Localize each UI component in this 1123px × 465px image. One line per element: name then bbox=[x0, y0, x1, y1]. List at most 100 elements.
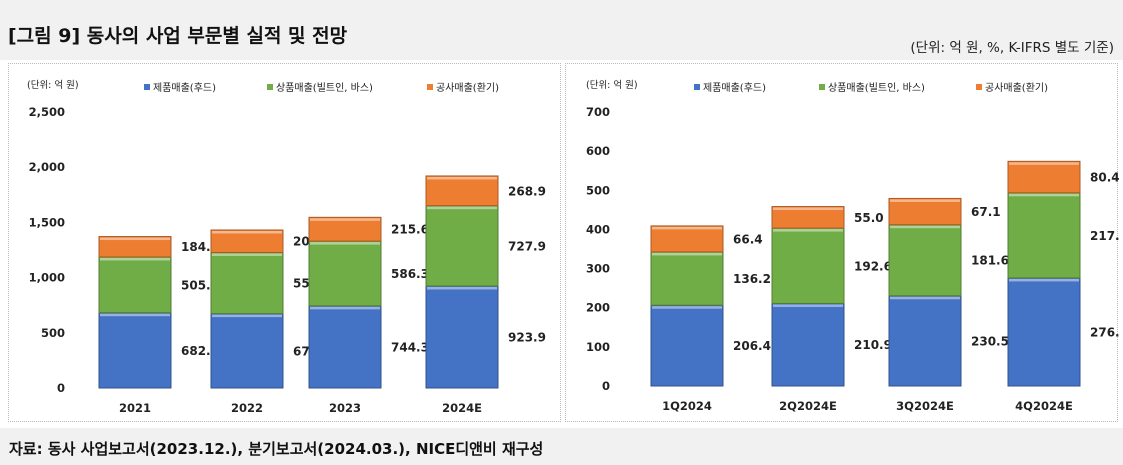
bar-product-3Q2024E bbox=[888, 295, 962, 387]
bar-highlight-product-1Q2024 bbox=[652, 306, 722, 309]
unit-label: (단위: 억 원) bbox=[586, 79, 638, 91]
data-label-construction-2023: 215.6 bbox=[391, 223, 429, 237]
x-category-label: 2022 bbox=[231, 401, 263, 415]
bar-highlight-construction-2022 bbox=[212, 230, 282, 234]
bar-construction-4Q2024E bbox=[1007, 160, 1081, 194]
x-category-label: 4Q2024E bbox=[1015, 399, 1073, 413]
data-label-goods-2021: 505.1 bbox=[181, 278, 219, 292]
bar-highlight-goods-1Q2024 bbox=[652, 252, 722, 256]
legend-entry-construction: 공사매출(환기) bbox=[436, 82, 499, 94]
bar-goods-2024E bbox=[425, 205, 499, 287]
legend-swatch-goods bbox=[267, 84, 273, 90]
legend-entry-product: 제품매출(후드) bbox=[703, 82, 766, 94]
x-category-label: 2023 bbox=[329, 401, 361, 415]
data-label-construction-3Q2024E: 67.1 bbox=[971, 205, 1001, 219]
bar-goods-2023 bbox=[308, 240, 382, 307]
legend-entry-construction: 공사매출(환기) bbox=[985, 82, 1048, 94]
bar-construction-2024E bbox=[425, 175, 499, 207]
bar-goods-2021 bbox=[98, 256, 172, 314]
y-tick-label: 100 bbox=[586, 340, 610, 354]
bar-construction-3Q2024E bbox=[888, 197, 962, 226]
bar-highlight-construction-2023 bbox=[310, 218, 380, 221]
y-tick-label: 200 bbox=[586, 301, 610, 315]
y-tick-label: 500 bbox=[586, 183, 610, 197]
data-label-goods-1Q2024: 136.2 bbox=[733, 272, 771, 286]
bar-highlight-goods-3Q2024E bbox=[890, 225, 960, 229]
y-tick-label: 500 bbox=[41, 326, 65, 340]
data-label-goods-2Q2024E: 192.6 bbox=[854, 259, 892, 273]
y-tick-label: 700 bbox=[586, 105, 610, 119]
bar-highlight-construction-1Q2024 bbox=[652, 226, 722, 230]
bar-highlight-goods-4Q2024E bbox=[1009, 193, 1079, 197]
data-label-product-2021: 682.0 bbox=[181, 344, 219, 358]
bar-highlight-goods-2024E bbox=[427, 206, 497, 210]
bar-construction-1Q2024 bbox=[650, 225, 724, 253]
source-footer: 자료: 동사 사업보고서(2023.12.), 분기보고서(2024.03.),… bbox=[0, 428, 1123, 465]
bar-highlight-construction-2024E bbox=[427, 176, 497, 180]
unit-note: (단위: 억 원, %, K-IFRS 별도 기준) bbox=[910, 40, 1114, 56]
bar-product-4Q2024E bbox=[1007, 277, 1081, 387]
legend-swatch-goods bbox=[819, 84, 825, 90]
legend-swatch-construction bbox=[427, 84, 433, 90]
bar-highlight-goods-2023 bbox=[310, 242, 380, 245]
y-tick-label: 600 bbox=[586, 144, 610, 158]
data-label-construction-2021: 184.8 bbox=[181, 240, 219, 254]
x-category-label: 2024E bbox=[442, 401, 482, 415]
chart-panel-quarterly: (단위: 억 원) 제품매출(후드) 상품매출(빌트인, 바스) 공사매출(환기) 0 1… bbox=[565, 63, 1119, 422]
bar-highlight-construction-4Q2024E bbox=[1009, 162, 1079, 165]
bar-highlight-construction-3Q2024E bbox=[890, 199, 960, 202]
data-label-goods-2024E: 727.9 bbox=[508, 239, 546, 253]
legend-entry-goods: 상품매출(빌트인, 바스) bbox=[276, 82, 373, 94]
y-tick-label: 2,500 bbox=[29, 105, 65, 119]
bar-construction-2023 bbox=[308, 216, 382, 242]
data-label-goods-2023: 586.3 bbox=[391, 267, 429, 281]
bar-product-2024E bbox=[425, 285, 499, 389]
bar-highlight-product-2023 bbox=[310, 306, 380, 310]
bar-highlight-product-2Q2024E bbox=[773, 304, 843, 307]
figure-header: [그림 9] 동사의 사업 부문별 실적 및 전망 (단위: 억 원, %, K… bbox=[0, 0, 1123, 60]
y-tick-label: 0 bbox=[57, 381, 65, 395]
y-tick-label: 0 bbox=[602, 379, 610, 393]
quarterly-sales-chart: (단위: 억 원) 제품매출(후드) 상품매출(빌트인, 바스) 공사매출(환기) 0 1… bbox=[586, 79, 1119, 413]
unit-label: (단위: 억 원) bbox=[27, 79, 79, 91]
legend-entry-product: 제품매출(후드) bbox=[153, 82, 216, 94]
data-label-goods-4Q2024E: 217.5 bbox=[1090, 229, 1119, 243]
x-category-label: 2Q2024E bbox=[779, 399, 837, 413]
bar-highlight-construction-2021 bbox=[100, 237, 170, 241]
legend-entry-goods: 상품매출(빌트인, 바스) bbox=[828, 82, 925, 94]
y-tick-label: 2,000 bbox=[29, 160, 65, 174]
bar-product-2021 bbox=[98, 312, 172, 389]
bar-construction-2Q2024E bbox=[771, 206, 845, 229]
bar-product-1Q2024 bbox=[650, 304, 724, 387]
y-tick-label: 300 bbox=[586, 262, 610, 276]
bar-goods-4Q2024E bbox=[1007, 192, 1081, 279]
data-label-product-4Q2024E: 276.1 bbox=[1090, 325, 1119, 339]
data-label-product-2024E: 923.9 bbox=[508, 331, 546, 345]
y-tick-label: 400 bbox=[586, 222, 610, 236]
bar-construction-2022 bbox=[210, 229, 284, 253]
bar-highlight-product-4Q2024E bbox=[1009, 278, 1079, 282]
figure-title: [그림 9] 동사의 사업 부문별 실적 및 전망 bbox=[8, 25, 348, 47]
chart-panel-annual: (단위: 억 원) 제품매출(후드) 상품매출(빌트인, 바스) 공사매출(환기) 0 5… bbox=[8, 63, 561, 422]
data-label-construction-2024E: 268.9 bbox=[508, 184, 546, 198]
data-label-product-2Q2024E: 210.9 bbox=[854, 338, 892, 352]
source-text: 자료: 동사 사업보고서(2023.12.), 분기보고서(2024.03.),… bbox=[9, 440, 544, 458]
data-label-construction-1Q2024: 66.4 bbox=[733, 232, 763, 246]
legend-swatch-product bbox=[144, 84, 150, 90]
bar-highlight-product-2021 bbox=[100, 313, 170, 317]
bar-goods-1Q2024 bbox=[650, 251, 724, 306]
bar-goods-2Q2024E bbox=[771, 227, 845, 304]
data-label-construction-2Q2024E: 55.0 bbox=[854, 211, 884, 225]
legend-swatch-construction bbox=[976, 84, 982, 90]
x-category-label: 2021 bbox=[119, 401, 151, 415]
bar-goods-2022 bbox=[210, 251, 284, 315]
bar-product-2022 bbox=[210, 313, 284, 389]
bar-product-2Q2024E bbox=[771, 302, 845, 387]
bar-goods-3Q2024E bbox=[888, 224, 962, 297]
bar-product-2023 bbox=[308, 305, 382, 389]
bar-highlight-product-3Q2024E bbox=[890, 296, 960, 300]
bar-highlight-goods-2Q2024E bbox=[773, 229, 843, 232]
x-category-label: 1Q2024 bbox=[662, 399, 712, 413]
bar-construction-2021 bbox=[98, 236, 172, 258]
bar-highlight-goods-2022 bbox=[212, 253, 282, 256]
